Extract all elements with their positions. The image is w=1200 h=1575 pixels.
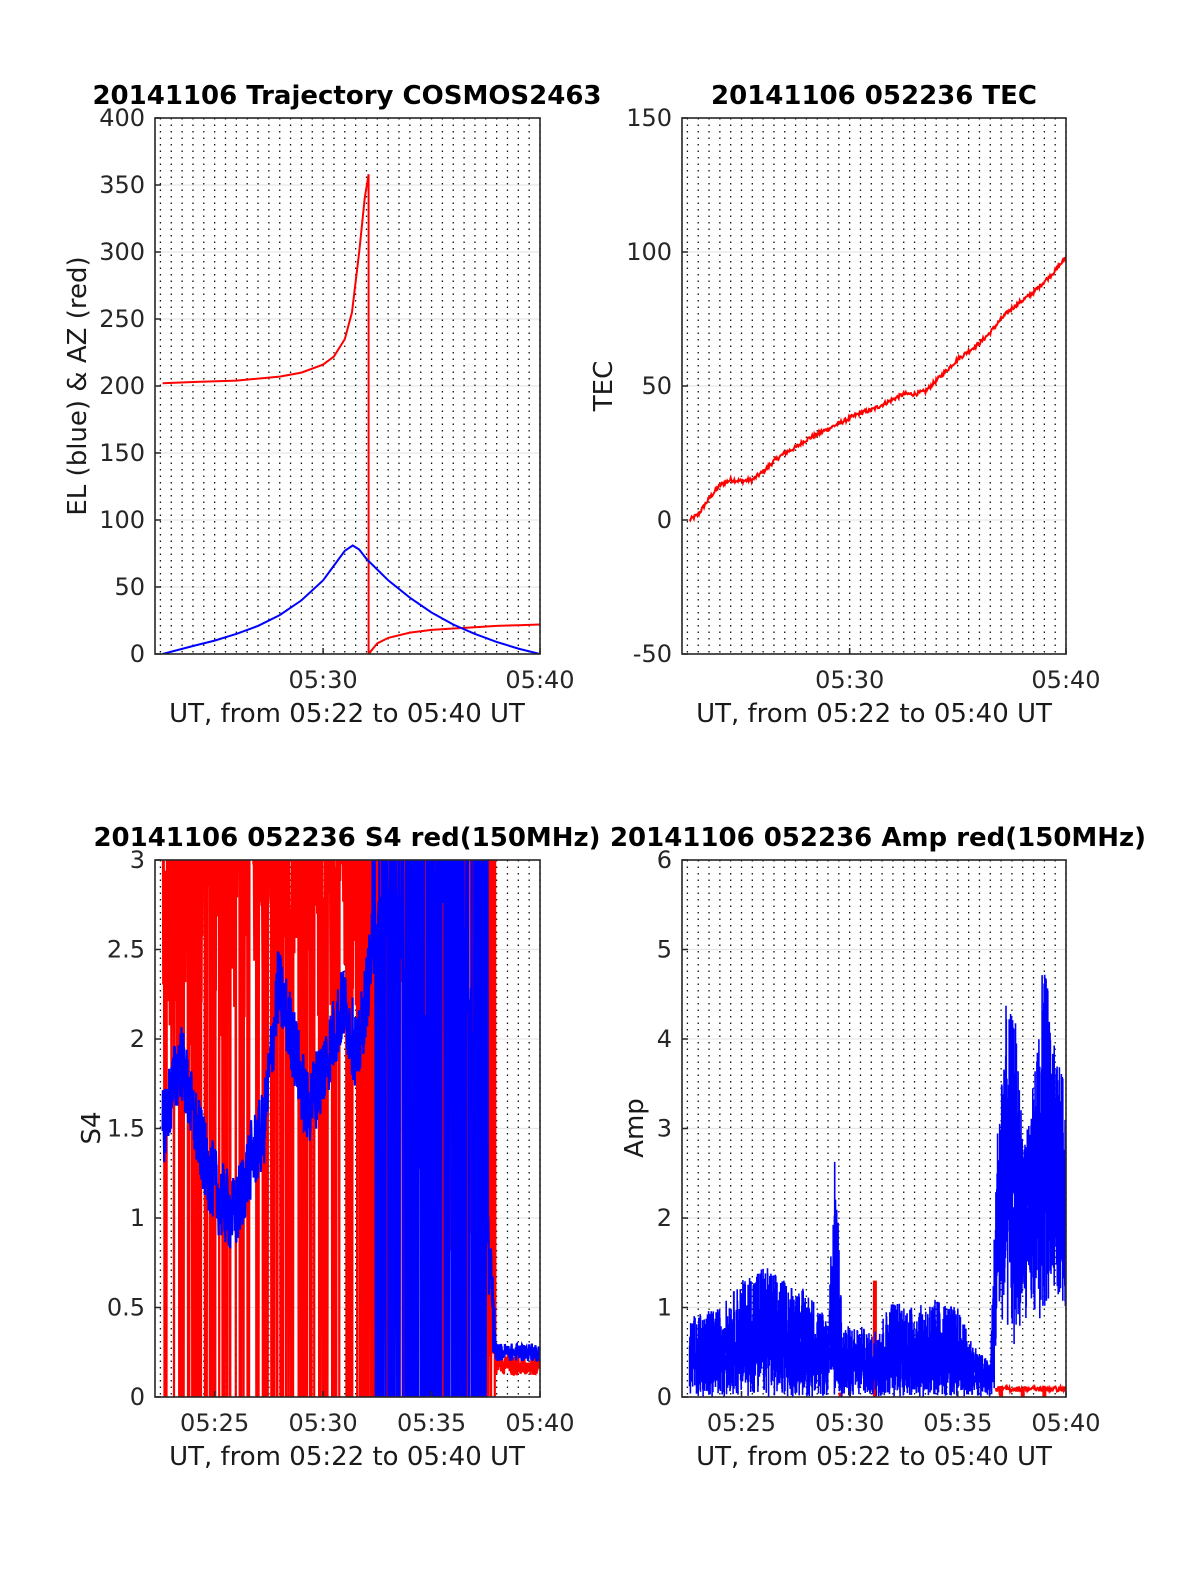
y-tick-label: 200 [99,372,145,400]
x-tick-label: 05:35 [397,1409,466,1437]
series-line-1 [161,860,540,1397]
x-tick-label: 05:30 [289,666,358,694]
y-tick-label: 2 [130,1025,145,1053]
x-tick-label: 05:35 [923,1409,992,1437]
panel-amplitude: 0 1 2 3 4 5 6 05:25 05:30 05:35 05:40 Amp UT, from… [620,846,1101,1472]
chart-title: 20141106 052236 Amp red(150MHz) [610,823,1146,853]
y-tick-label: 0 [130,640,145,668]
series-trace-1 [688,974,1066,1397]
x-tick-label: 05:40 [505,1409,574,1437]
series-line-0 [161,860,540,1397]
panel-tec: -50 0 50 100 150 05:30 05:40 20141106 052236 T… [589,81,1101,729]
y-tick-label: 0 [657,1383,672,1411]
series-line-0 [162,174,540,654]
y-axis-label: S4 [77,1111,107,1144]
y-axis-label: Amp [620,1098,650,1158]
y-tick-label: 3 [657,1115,672,1143]
x-tick-label: 05:25 [707,1409,776,1437]
y-axis-label: TEC [589,361,619,412]
y-tick-label: 1.5 [107,1115,145,1143]
y-tick-label: 6 [657,846,672,874]
y-tick-label: -50 [633,640,672,668]
y-tick-label: 1 [657,1294,672,1322]
y-tick-label: 5 [657,936,672,964]
x-tick-label: 05:40 [505,666,574,694]
x-axis-label: UT, from 05:22 to 05:40 UT [696,1442,1052,1472]
y-tick-label: 400 [99,104,145,132]
y-tick-label: 50 [114,573,145,601]
y-tick-label: 4 [657,1025,672,1053]
chart-title: 20141106 052236 S4 red(150MHz) [93,823,600,853]
y-tick-label: 3 [130,846,145,874]
y-tick-label: 150 [99,439,145,467]
y-tick-label: 100 [626,238,672,266]
y-tick-label: 350 [99,171,145,199]
y-tick-label: 0.5 [107,1294,145,1322]
x-tick-label: 05:25 [180,1409,249,1437]
x-tick-label: 05:30 [815,666,884,694]
x-axis-label: UT, from 05:22 to 05:40 UT [169,699,525,729]
x-tick-label: 05:40 [1031,1409,1100,1437]
x-tick-label: 05:40 [1031,666,1100,694]
x-tick-label: 05:30 [289,1409,358,1437]
y-tick-label: 300 [99,238,145,266]
chart-title: 20141106 Trajectory COSMOS2463 [92,81,601,111]
x-axis-label: UT, from 05:22 to 05:40 UT [169,1442,525,1472]
y-tick-label: 2.5 [107,936,145,964]
y-tick-label: 2 [657,1204,672,1232]
panel-s4: 0 0.5 1 1.5 2 2.5 3 05:25 05:30 05:35 05:40 S4 UT,… [77,846,575,1472]
y-tick-label: 100 [99,506,145,534]
chart-title: 20141106 052236 TEC [711,81,1037,111]
series-line-0 [688,256,1066,523]
y-tick-label: 250 [99,305,145,333]
y-tick-label: 150 [626,104,672,132]
panel-trajectory: 0 50 100 150 200 250 300 350 400 05:30 05:40 20141… [63,81,602,729]
series-line-1 [162,544,540,654]
y-tick-label: 0 [657,506,672,534]
x-axis-label: UT, from 05:22 to 05:40 UT [696,699,1052,729]
series-line-low [994,1383,1066,1396]
y-axis-label: EL (blue) & AZ (red) [63,256,93,515]
y-tick-label: 50 [641,372,672,400]
x-tick-label: 05:30 [815,1409,884,1437]
y-tick-label: 0 [130,1383,145,1411]
y-tick-label: 1 [130,1204,145,1232]
